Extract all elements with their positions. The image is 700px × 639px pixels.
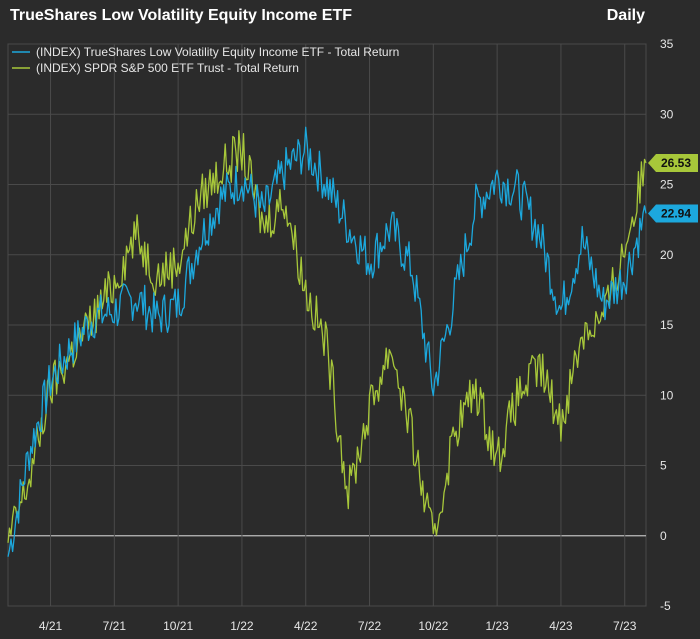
last-value-badge-etf: 22.94 — [648, 204, 698, 223]
x-tick-label: 10/22 — [418, 619, 448, 633]
x-tick-label: 7/21 — [103, 619, 127, 633]
x-tick-label: 4/23 — [549, 619, 573, 633]
series-line-etf — [7, 126, 647, 557]
y-tick-label: 30 — [660, 107, 674, 121]
y-tick-label: 0 — [660, 529, 667, 543]
y-tick-label: 5 — [660, 459, 667, 473]
legend-entry-spy: (INDEX) SPDR S&P 500 ETF Trust - Total R… — [36, 61, 299, 75]
x-tick-label: 7/22 — [358, 619, 382, 633]
y-tick-label: 25 — [660, 178, 674, 192]
badge-value: 22.94 — [661, 206, 691, 220]
badge-shape — [648, 204, 698, 223]
x-tick-label: 10/21 — [163, 619, 193, 633]
y-tick-label: 10 — [660, 388, 674, 402]
legend-entry-etf: (INDEX) TrueShares Low Volatility Equity… — [36, 45, 399, 59]
x-tick-label: 1/23 — [485, 619, 509, 633]
y-tick-label: 15 — [660, 318, 674, 332]
badge-value: 26.53 — [661, 156, 691, 170]
x-tick-label: 7/23 — [613, 619, 637, 633]
last-value-badge-spy: 26.53 — [648, 154, 698, 173]
y-tick-label: -5 — [660, 599, 671, 613]
x-tick-label: 4/21 — [39, 619, 63, 633]
y-tick-label: 20 — [660, 248, 674, 262]
x-tick-label: 4/22 — [294, 619, 318, 633]
series-line-spy — [7, 130, 647, 543]
frequency-label: Daily — [606, 7, 645, 24]
y-tick-label: 35 — [660, 37, 674, 51]
x-tick-label: 1/22 — [230, 619, 254, 633]
chart-title: TrueShares Low Volatility Equity Income … — [10, 7, 352, 24]
badge-shape — [648, 154, 698, 173]
